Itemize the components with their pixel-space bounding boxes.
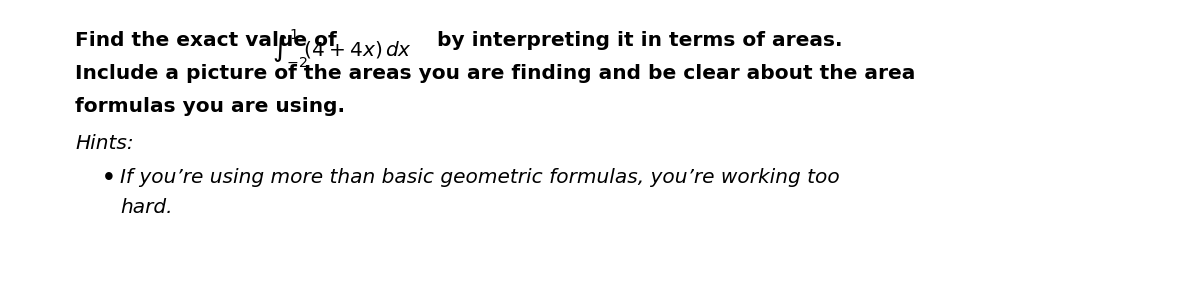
Text: formulas you are using.: formulas you are using. bbox=[74, 97, 346, 116]
Text: by interpreting it in terms of areas.: by interpreting it in terms of areas. bbox=[430, 31, 842, 50]
Text: Include a picture of the areas you are finding and be clear about the area: Include a picture of the areas you are f… bbox=[74, 64, 916, 83]
Text: •: • bbox=[102, 168, 115, 188]
Text: hard.: hard. bbox=[120, 198, 173, 217]
Text: If you’re using more than basic geometric formulas, you’re working too: If you’re using more than basic geometri… bbox=[120, 168, 840, 187]
Text: Hints:: Hints: bbox=[74, 134, 133, 153]
Text: Find the exact value of: Find the exact value of bbox=[74, 31, 343, 50]
Text: $\int_{-2}^{1}\!(4 + 4x)\,dx$: $\int_{-2}^{1}\!(4 + 4x)\,dx$ bbox=[272, 28, 412, 70]
